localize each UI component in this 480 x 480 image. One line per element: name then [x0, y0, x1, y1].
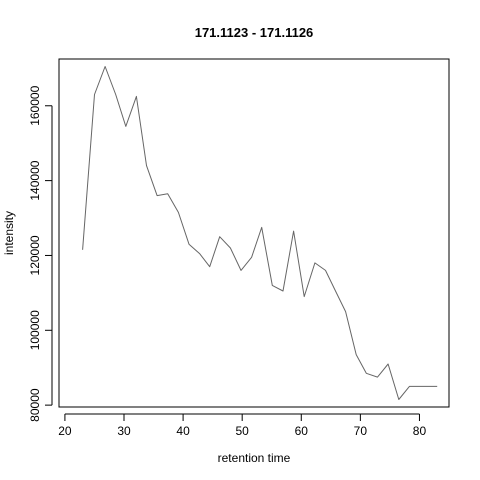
x-tick-label: 40 — [176, 424, 190, 438]
x-axis: 20 30 40 50 60 70 80 — [58, 413, 427, 438]
series-line-1 — [82, 66, 438, 400]
y-axis-label: intensity — [2, 211, 16, 255]
x-tick-label: 50 — [236, 424, 250, 438]
x-tick-label: 20 — [58, 424, 72, 438]
y-axis: 80000 100000 120000 140000 160000 — [28, 85, 53, 422]
x-axis-label: retention time — [218, 451, 291, 465]
chart-marks — [82, 66, 438, 400]
y-tick-label: 140000 — [28, 160, 42, 200]
x-tick-label: 80 — [413, 424, 427, 438]
y-tick-label: 120000 — [28, 235, 42, 275]
y-tick-label: 100000 — [28, 310, 42, 350]
x-tick-label: 30 — [117, 424, 131, 438]
x-tick-label: 70 — [354, 424, 368, 438]
y-tick-label: 160000 — [28, 85, 42, 125]
y-tick-label: 80000 — [28, 388, 42, 422]
chart-title: 171.1123 - 171.1126 — [195, 25, 314, 40]
x-tick-label: 60 — [295, 424, 309, 438]
plot-frame — [58, 58, 450, 408]
